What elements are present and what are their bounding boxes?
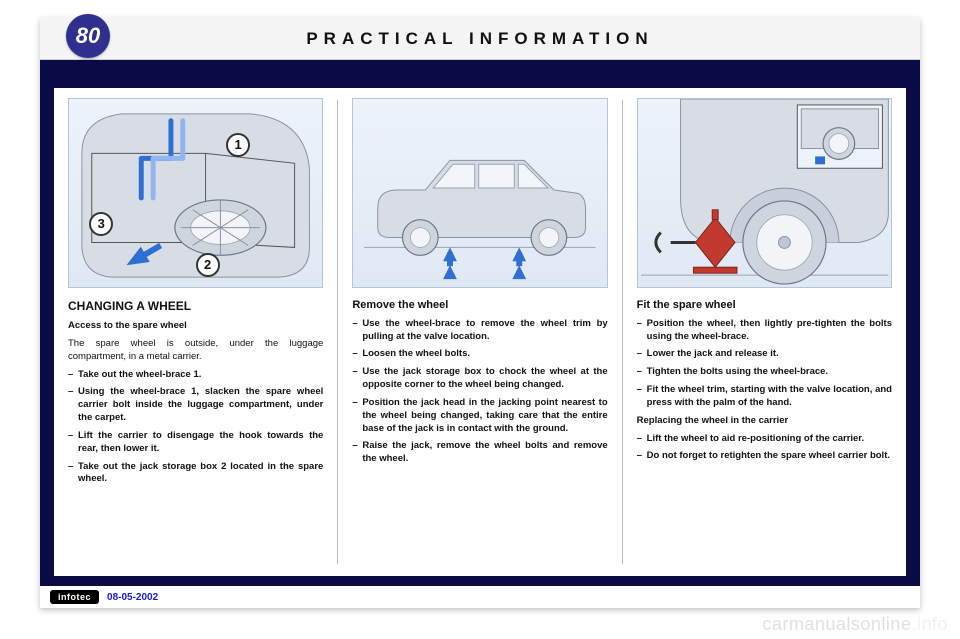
list-item: Take out the wheel-brace 1. [68,369,323,382]
watermark-suffix: .info [911,614,948,634]
step-list: Use the wheel-brace to remove the wheel … [352,318,607,466]
callout-label: 1 [234,136,241,154]
list-item: Fit the wheel trim, starting with the va… [637,384,892,410]
footer-date: 08-05-2002 [107,592,158,603]
page-number-badge: 80 [66,14,110,58]
illustration-svg [353,99,606,287]
callout-1: 1 [226,133,250,157]
column-left: 1 2 3 CHANGING A WHEEL Access to the spa… [54,88,337,576]
callout-label: 2 [204,256,211,274]
illustration-spare-wheel-access: 1 2 3 [68,98,323,288]
list-item: Lift the wheel to aid re-positioning of … [637,433,892,446]
list-item: Lift the carrier to disengage the hook t… [68,430,323,456]
section-heading: Remove the wheel [352,298,607,313]
list-item: Use the wheel-brace to remove the wheel … [352,318,607,344]
page-header: 80 PRACTICAL INFORMATION [40,18,920,60]
page-number: 80 [76,23,100,49]
list-item: Do not forget to retighten the spare whe… [637,450,892,463]
header-accent-strip [40,60,920,88]
callout-2: 2 [196,253,220,277]
step-list: Lift the wheel to aid re-positioning of … [637,433,892,464]
manual-page: 80 PRACTICAL INFORMATION [40,18,920,608]
step-list: Position the wheel, then lightly pre-tig… [637,318,892,410]
list-item: Take out the jack storage box 2 located … [68,461,323,487]
illustration-jack-fit [637,98,892,288]
brand-badge: infotec [50,590,99,604]
list-item: Position the jack head in the jacking po… [352,397,607,435]
page-title: PRACTICAL INFORMATION [40,29,920,49]
column-right: Fit the spare wheel Position the wheel, … [623,88,906,576]
step-list: Take out the wheel-brace 1. Using the wh… [68,369,323,487]
illustration-svg [638,99,891,287]
list-item: Lower the jack and release it. [637,348,892,361]
columns: 1 2 3 CHANGING A WHEEL Access to the spa… [54,88,906,576]
callout-label: 3 [98,215,105,233]
subsection-heading: Access to the spare wheel [68,320,323,333]
list-item: Tighten the bolts using the wheel-brace. [637,366,892,379]
source-watermark: carmanualsonline.info [762,614,948,635]
body-text: The spare wheel is outside, under the lu… [68,338,323,364]
list-item: Using the wheel-brace 1, slacken the spa… [68,386,323,424]
column-center: Remove the wheel Use the wheel-brace to … [338,88,621,576]
subsection-heading: Replacing the wheel in the carrier [637,415,892,428]
illustration-jack-points [352,98,607,288]
page-footer: infotec 08-05-2002 [40,586,920,608]
section-heading: Fit the spare wheel [637,298,892,313]
list-item: Raise the jack, remove the wheel bolts a… [352,440,607,466]
list-item: Position the wheel, then lightly pre-tig… [637,318,892,344]
illustration-svg [69,99,322,287]
callout-3: 3 [89,212,113,236]
list-item: Use the jack storage box to chock the wh… [352,366,607,392]
content-wrap: 1 2 3 CHANGING A WHEEL Access to the spa… [40,88,920,586]
list-item: Loosen the wheel bolts. [352,348,607,361]
section-heading: CHANGING A WHEEL [68,298,323,314]
watermark-main: carmanualsonline [762,614,911,634]
